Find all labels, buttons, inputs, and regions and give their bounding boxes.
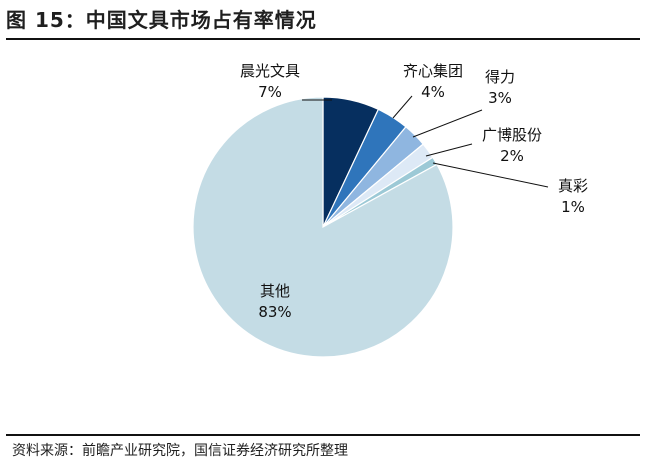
slice-value-2: 3%: [488, 89, 512, 107]
slice-value-4: 1%: [561, 198, 585, 216]
leader-line-4: [432, 162, 549, 188]
slice-label-1: 齐心集团: [403, 62, 463, 80]
slice-value-0: 7%: [258, 83, 282, 101]
pie-slice-5: [192, 96, 454, 358]
slice-value-5: 83%: [258, 303, 291, 321]
slice-label-2: 得力: [485, 68, 515, 86]
slice-label-3: 广博股份: [482, 126, 542, 144]
source-note: 资料来源：前瞻产业研究院，国信证券经济研究所整理: [12, 443, 348, 459]
slice-value-1: 4%: [421, 83, 445, 101]
chart-title: 图 15：中国文具市场占有率情况: [6, 8, 317, 32]
slice-label-0: 晨光文具: [240, 62, 300, 80]
slice-label-4: 真彩: [558, 177, 588, 195]
slice-label-5: 其他: [260, 282, 290, 300]
leader-line-1: [392, 95, 413, 119]
leader-line-3: [425, 143, 473, 157]
title-divider: [6, 38, 640, 40]
slice-value-3: 2%: [500, 147, 524, 165]
leader-line-2: [412, 109, 483, 138]
source-divider: [6, 434, 640, 436]
